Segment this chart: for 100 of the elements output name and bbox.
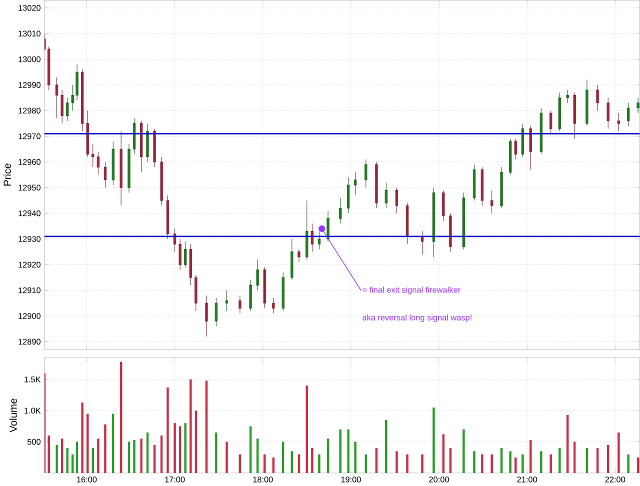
candlestick xyxy=(318,231,321,250)
bar xyxy=(97,438,100,474)
candlestick xyxy=(326,210,330,242)
candlestick xyxy=(60,90,64,124)
bar xyxy=(190,380,192,474)
candlestick xyxy=(627,102,630,126)
candlestick xyxy=(66,98,69,122)
bar xyxy=(184,423,186,474)
bar xyxy=(133,440,136,474)
x-tick-label: 20:00 xyxy=(429,476,449,482)
candlestick xyxy=(490,190,494,214)
bar xyxy=(66,448,68,474)
candlestick xyxy=(550,110,552,134)
bar xyxy=(385,420,388,474)
candlestick xyxy=(449,213,452,252)
candlestick xyxy=(86,110,89,158)
bar xyxy=(627,454,630,474)
candlestick xyxy=(189,244,192,286)
candlestick xyxy=(529,126,532,170)
y-tick-label: 12980 xyxy=(18,108,41,114)
candlestick xyxy=(272,298,275,314)
bar xyxy=(318,454,320,474)
candlestick xyxy=(375,162,378,208)
candlestick xyxy=(225,290,228,312)
x-tick-label: 21:00 xyxy=(517,476,538,482)
candlestick xyxy=(92,144,94,168)
bar xyxy=(339,429,342,474)
y-tick-label: 12930 xyxy=(18,236,41,242)
y-axis-title: Price xyxy=(3,164,11,186)
candlestick xyxy=(514,138,517,160)
bar xyxy=(421,454,424,474)
bar xyxy=(311,448,314,474)
candlestick xyxy=(184,241,187,268)
annotation: = final exit signal firewalker xyxy=(362,286,460,294)
candlestick xyxy=(96,151,100,176)
bar xyxy=(354,442,356,474)
bar xyxy=(72,454,74,474)
candlestick xyxy=(566,90,569,104)
bar xyxy=(473,451,476,474)
candlestick xyxy=(282,272,284,312)
candlestick xyxy=(249,280,252,312)
bar xyxy=(462,429,465,474)
bar xyxy=(558,448,561,474)
bar xyxy=(48,436,50,474)
y-tick-label: 12910 xyxy=(18,287,41,294)
candlestick xyxy=(339,198,342,224)
candlestick xyxy=(290,238,294,280)
y-tick-label: 12900 xyxy=(18,313,41,319)
y-tick-label: 12890 xyxy=(18,338,41,345)
candlestick xyxy=(238,295,242,314)
y-tick-label: 500 xyxy=(27,438,41,445)
candlestick xyxy=(636,98,640,114)
bar xyxy=(490,454,493,474)
candlestick xyxy=(256,259,259,291)
candlestick xyxy=(346,177,350,214)
candlestick xyxy=(160,156,163,206)
candlestick xyxy=(263,267,266,309)
candlestick xyxy=(214,298,218,327)
candlestick xyxy=(617,112,620,132)
candlestick xyxy=(120,130,122,206)
candlestick xyxy=(194,274,198,312)
y-tick-label: 12940 xyxy=(18,210,41,216)
y-tick-label: 1.5K xyxy=(24,376,41,382)
candlestick xyxy=(104,162,107,188)
x-tick-label: 18:00 xyxy=(253,476,273,482)
bar xyxy=(514,457,517,474)
candlestick xyxy=(178,238,182,270)
x-tick-label: 19:00 xyxy=(341,476,361,482)
y-tick-label: 12920 xyxy=(18,262,41,268)
bar xyxy=(550,454,552,474)
y-tick-label: 12970 xyxy=(18,133,41,140)
candlestick xyxy=(128,144,130,194)
bar xyxy=(509,451,512,474)
y-tick-label: 13020 xyxy=(18,5,41,11)
candlestick xyxy=(596,84,599,111)
bar xyxy=(263,454,266,474)
y-tick-label: 12950 xyxy=(18,184,41,191)
x-tick-label: 22:00 xyxy=(605,476,626,482)
candlestick xyxy=(573,92,576,140)
y-tick-label: 12990 xyxy=(18,82,41,88)
candlestick xyxy=(395,187,398,214)
candlestick xyxy=(306,200,308,260)
annotation: aka reversal long signal wasp! xyxy=(362,314,472,322)
candlestick xyxy=(205,295,208,337)
candlestick xyxy=(500,166,503,208)
candlestick xyxy=(420,231,424,255)
bar xyxy=(432,408,435,474)
candlestick xyxy=(146,123,149,162)
bar xyxy=(174,423,176,474)
bar xyxy=(522,454,524,474)
bar xyxy=(406,454,408,474)
y-tick-label: 13010 xyxy=(18,30,41,37)
candlestick xyxy=(55,77,58,119)
candlestick xyxy=(606,98,610,129)
candlestick xyxy=(153,128,156,168)
candlestick xyxy=(384,182,388,208)
y-tick-label: 13000 xyxy=(18,56,41,62)
y-axis-title: Volume xyxy=(9,398,17,432)
y-tick-label: 1.0K xyxy=(24,408,41,414)
bar xyxy=(81,402,84,474)
